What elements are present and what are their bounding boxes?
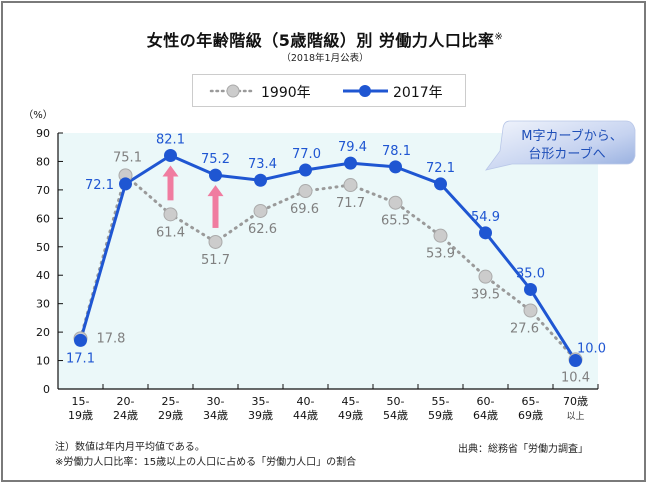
legend-label-2017: 2017年 <box>393 85 443 101</box>
footnotes: 注）数値は年内月平均値である。 ※労働力人口比率：15歳以上の人口に占める「労働… <box>55 440 356 470</box>
title-footnote-mark: ※ <box>494 31 504 43</box>
legend-1990-marker <box>226 84 240 98</box>
chart-subtitle: （2018年1月公表） <box>281 53 369 64</box>
legend-label-1990: 1990年 <box>261 85 311 101</box>
footnote-2: ※労働力人口比率：15歳以上の人口に占める「労働力人口」の割合 <box>55 457 357 468</box>
source-note: 出典：総務省「労働力調査」 <box>458 444 588 455</box>
legend: 1990年 2017年 <box>192 74 466 107</box>
chart-title: 女性の年齢階級（5歳階級）別 労働力人口比率※ <box>146 31 504 50</box>
legend-2017-marker <box>359 85 371 97</box>
legend-symbols <box>209 84 388 98</box>
footnote-1: 注）数値は年内月平均値である。 <box>55 442 205 453</box>
